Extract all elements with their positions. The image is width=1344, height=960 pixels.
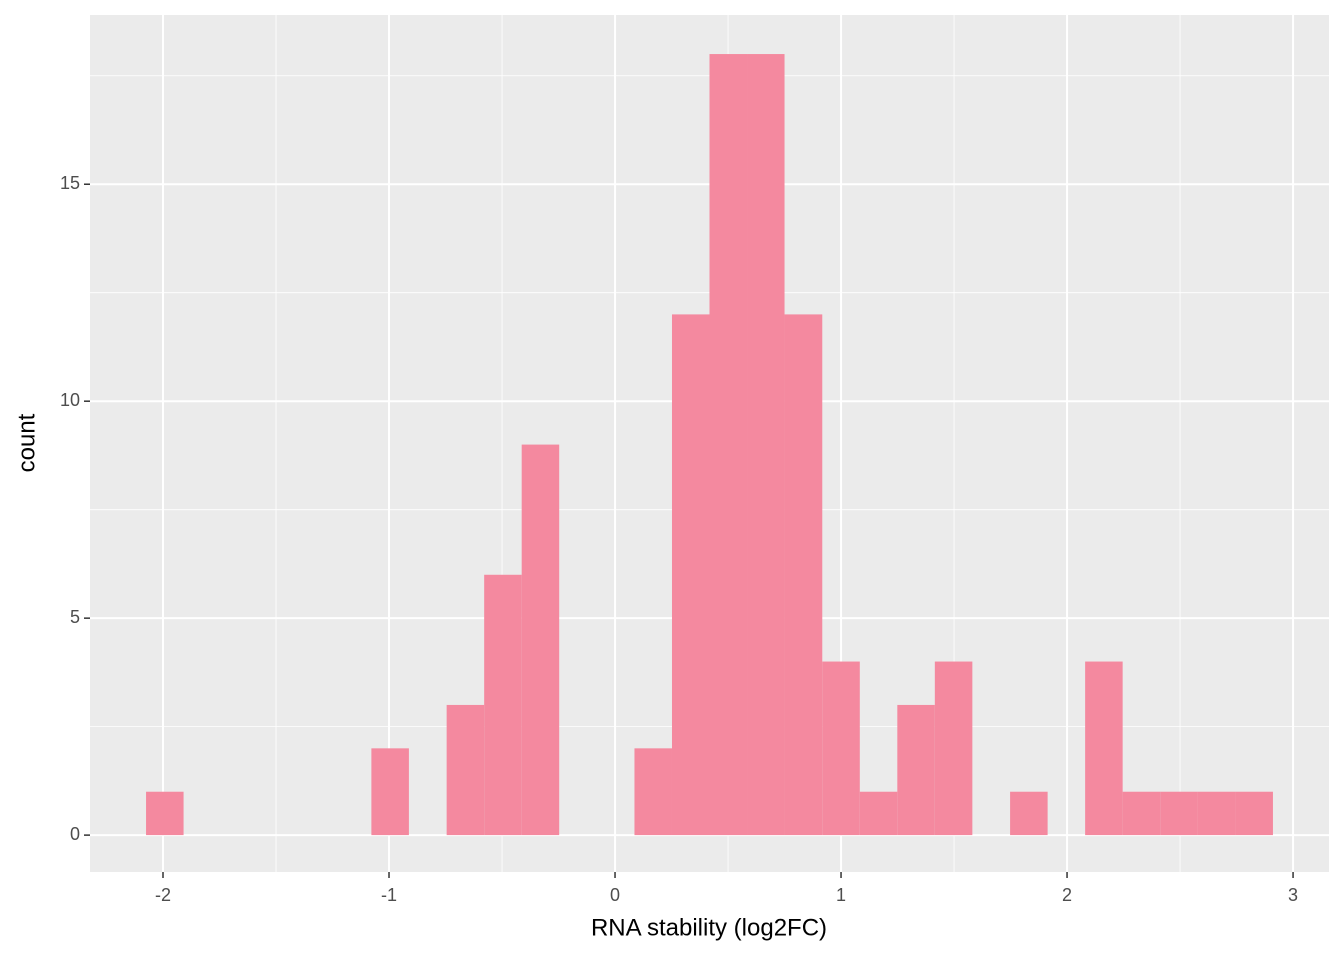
x-tick-label: 1 [836,885,846,905]
bar [521,444,560,836]
bar [146,791,184,836]
y-tick-label: 0 [70,824,80,844]
x-tick-label: -1 [381,885,397,905]
bar [371,748,409,836]
bar [897,704,935,836]
bar [709,54,748,836]
bar [446,704,485,836]
bar [671,314,710,836]
y-tick-label: 10 [60,390,80,410]
bar [1122,791,1161,836]
bar [784,314,823,836]
y-tick-label: 15 [60,173,80,193]
y-tick-label: 5 [70,607,80,627]
x-tick-label: 0 [610,885,620,905]
bar [859,791,898,836]
x-axis-title: RNA stability (log2FC) [591,914,827,941]
bar [634,748,672,836]
bar [822,661,860,836]
bar [934,661,973,836]
y-axis-title: count [13,413,40,472]
bar [1197,791,1236,836]
bar [1085,661,1123,836]
x-tick-label: -2 [155,885,171,905]
bar [1235,791,1273,836]
x-tick-label: 3 [1288,885,1298,905]
bar [484,574,522,836]
bar [747,54,785,836]
bar [1160,791,1198,836]
bar [1010,791,1048,836]
x-tick-label: 2 [1062,885,1072,905]
